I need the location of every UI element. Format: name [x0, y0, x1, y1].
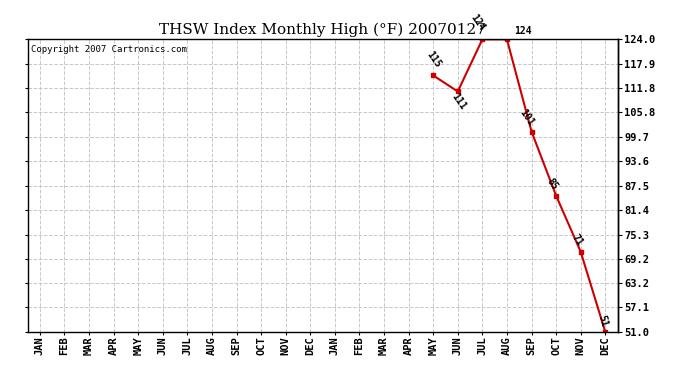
Text: 124: 124 [514, 26, 531, 36]
Text: Copyright 2007 Cartronics.com: Copyright 2007 Cartronics.com [30, 45, 186, 54]
Text: 101: 101 [518, 108, 536, 128]
Text: 85: 85 [545, 177, 560, 192]
Title: THSW Index Monthly High (°F) 20070127: THSW Index Monthly High (°F) 20070127 [159, 22, 486, 37]
Text: 51: 51 [597, 314, 610, 328]
Text: 115: 115 [425, 49, 443, 69]
Text: 124: 124 [469, 13, 486, 33]
Text: 71: 71 [569, 233, 584, 248]
Text: 111: 111 [449, 92, 468, 111]
